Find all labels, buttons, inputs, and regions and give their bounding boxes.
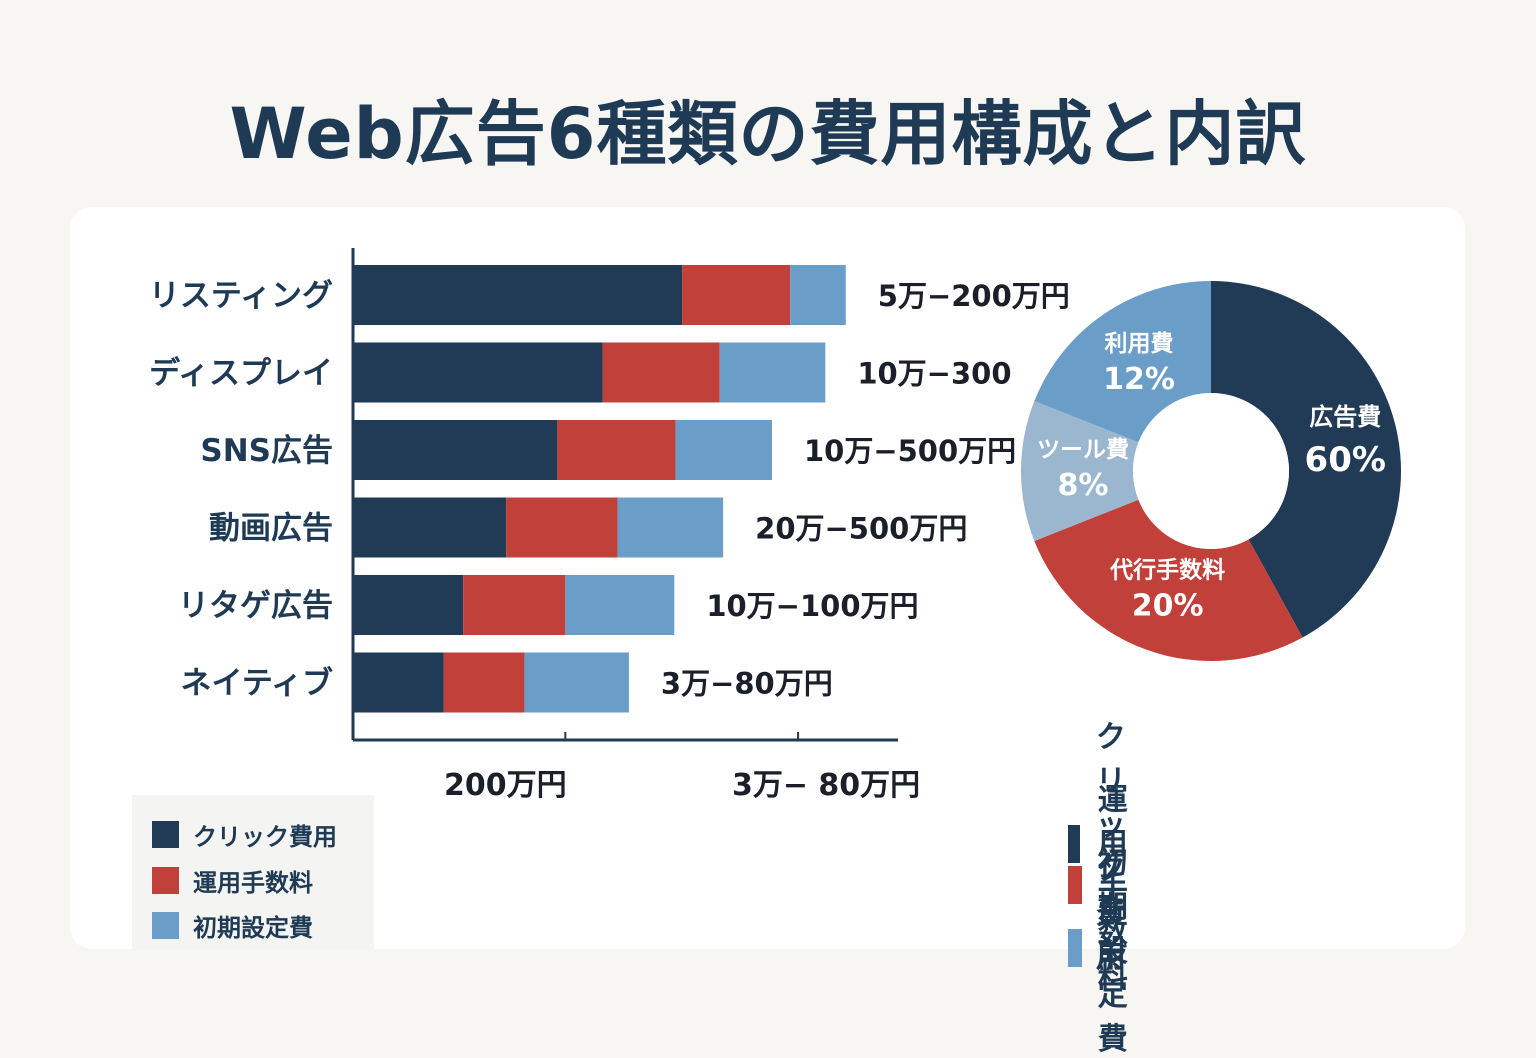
bar-segment [557,420,676,480]
bar-segment [353,575,464,635]
legend-swatch-click [1068,825,1080,863]
bar-segment [565,575,675,635]
legend-item-click: クリック費用 [1068,712,1152,976]
bar-segment [675,420,772,480]
legend-label: クリック費用 [1095,720,1126,975]
legend-item-setup: 初期設定費 [152,908,313,943]
legend-swatch-ops [152,867,179,894]
legend-swatch-click [152,821,179,848]
legend-label: 運用手数料 [1097,783,1128,994]
slice-label: 広告費 [1309,403,1381,431]
bar-segment [353,342,603,403]
legend-item-click: クリック費用 [152,817,337,852]
bar-range-label: 5万−200万円 [878,279,1070,313]
bar-segment [353,652,444,713]
legend-label: 運用手数料 [193,869,313,897]
legend-item-ops: 運用手数料 [152,863,313,898]
category-label: リタゲ広告 [178,588,333,624]
slice-percent: 20% [1132,588,1204,623]
bar-segment [443,652,525,713]
legend-swatch-setup [1068,929,1082,967]
slice-label: 代行手数料 [1109,556,1225,583]
donut-chart: 広告費 60% 代行手数料 20% ツール費 8% 利用費 12% [1021,281,1402,662]
bar-range-label: 10万−500万円 [804,434,1016,468]
legend-label: 初期設定費 [1097,846,1128,1057]
category-label: リスティング [149,278,333,314]
category-label: ネイティブ [180,666,333,702]
bar-range-label: 20万−500万円 [755,512,967,546]
slice-percent: 8% [1058,468,1109,503]
bar-segment [506,497,618,558]
bar-segment [524,652,629,713]
bar-segment [682,265,791,325]
legend-item-ops: 運用手数料 [1068,775,1152,995]
bar-segment [353,265,683,325]
legend-swatch-ops [1068,866,1082,904]
bar-segment [790,265,846,325]
donut-slice [1021,401,1139,541]
legend-label: クリック費用 [193,823,337,851]
slice-percent: 12% [1103,362,1175,397]
donut-slice [1034,281,1211,443]
slice-percent: 60% [1305,440,1386,480]
bar-segment [353,420,558,480]
bar-range-label: 10万−300 [857,357,1011,391]
donut-slice [1211,281,1402,638]
category-label: SNS広告 [200,433,333,469]
donut-slice [1034,499,1303,662]
legend-item-setup: 初期設定費 [1068,838,1152,1058]
page-title: Web広告6種類の費用構成と内訳 [229,93,1307,175]
bar-segment [617,497,724,558]
slice-label: 利用費 [1105,331,1174,357]
x-tick-label: 200万円 [444,768,567,803]
slice-label: ツール費 [1037,437,1129,463]
bar-range-label: 10万−100万円 [706,589,918,623]
bar-legend: クリック費用 運用手数料 初期設定費 [132,795,374,950]
donut-hole [1133,393,1289,549]
legend-swatch-setup [152,912,179,939]
x-tick-label: 3万− 80万円 [732,768,920,803]
category-label: 動画広告 [209,511,333,547]
bar-segment [602,342,720,403]
bar-segment [463,575,566,635]
bar-segment [353,497,507,558]
bar-segment [719,342,826,403]
category-label: ディスプレイ [149,356,333,392]
bar-range-label: 3万−80万円 [661,667,833,701]
legend-label: 初期設定費 [193,914,313,942]
